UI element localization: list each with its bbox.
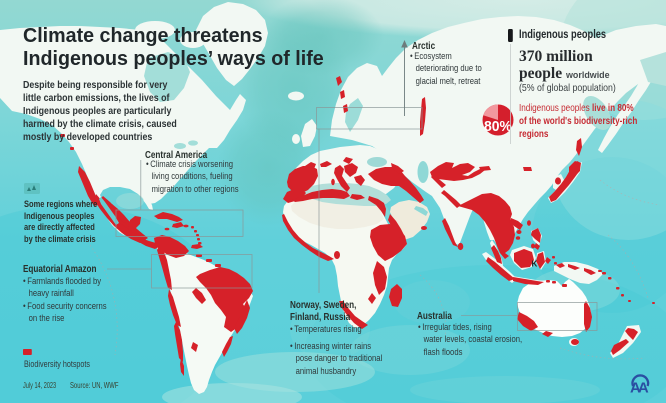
svg-text:K: K: [532, 260, 538, 269]
